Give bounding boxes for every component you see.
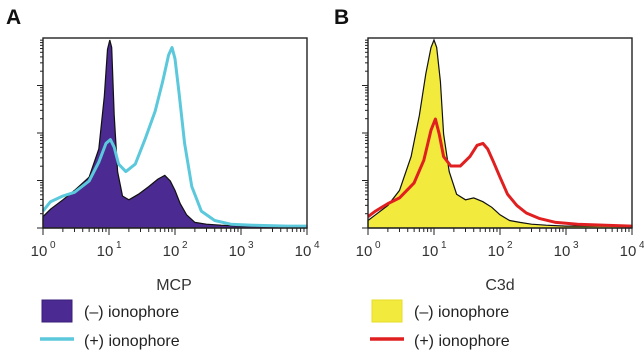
x-tick-exponent-b-3: 3 bbox=[573, 240, 579, 251]
legend-label-b-0: (–) ionophore bbox=[414, 304, 509, 321]
x-ticks-b: 10 0 10 1 10 2 10 3 10 4 bbox=[356, 39, 644, 260]
x-tick-label-b-1: 10 bbox=[422, 243, 439, 260]
plot-area-b bbox=[367, 37, 633, 229]
x-tick-exponent-b-1: 1 bbox=[441, 240, 447, 251]
legend-swatch-a-0 bbox=[41, 299, 73, 323]
x-tick-exponent-b-2: 2 bbox=[507, 240, 513, 251]
x-tick-label-b-4: 10 bbox=[620, 243, 637, 260]
x-tick-exponent-a-4: 4 bbox=[314, 240, 320, 251]
legend-item-a-1: (+) ionophore bbox=[40, 333, 180, 350]
panel-b: B 10 0 10 1 10 2 10 3 10 4 C3d (–) ionophore(+) i… bbox=[334, 6, 644, 350]
legend-label-a-0: (–) ionophore bbox=[84, 304, 179, 321]
series-b-0-area bbox=[367, 38, 633, 229]
x-tick-exponent-b-0: 0 bbox=[375, 240, 381, 251]
panel-letter-b: B bbox=[334, 6, 349, 29]
x-tick-label-a-1: 10 bbox=[97, 243, 114, 260]
legend-item-a-0: (–) ionophore bbox=[41, 299, 179, 323]
y-tick-marks-a bbox=[37, 39, 43, 229]
series-a-1-line bbox=[41, 46, 307, 228]
legend-b: (–) ionophore (+) ionophore bbox=[370, 299, 510, 350]
x-tick-marks-a bbox=[42, 228, 308, 235]
x-tick-exponent-a-0: 0 bbox=[50, 240, 56, 251]
x-tick-exponent-a-2: 2 bbox=[182, 240, 188, 251]
legend-a: (–) ionophore (+) ionophore bbox=[40, 299, 180, 350]
x-tick-exponent-a-1: 1 bbox=[116, 240, 122, 251]
legend-item-b-0: (–) ionophore bbox=[371, 299, 509, 323]
x-tick-label-a-2: 10 bbox=[163, 243, 180, 260]
x-tick-label-b-2: 10 bbox=[488, 243, 505, 260]
plot-area-a bbox=[41, 37, 308, 229]
x-tick-marks-b bbox=[367, 228, 633, 235]
legend-item-b-1: (+) ionophore bbox=[370, 333, 510, 350]
x-tick-label-a-4: 10 bbox=[295, 243, 312, 260]
series-b-1-line bbox=[367, 117, 633, 228]
x-axis-label-a: MCP bbox=[156, 277, 192, 294]
panel-a: A 10 0 10 1 10 2 10 3 10 4 MCP (–) ionophore(+) i… bbox=[6, 6, 320, 350]
x-ticks-a: 10 0 10 1 10 2 10 3 10 4 bbox=[31, 39, 320, 260]
legend-label-a-1: (+) ionophore bbox=[84, 333, 180, 350]
legend-swatch-b-0 bbox=[371, 299, 403, 323]
x-tick-label-b-3: 10 bbox=[554, 243, 571, 260]
x-tick-label-b-0: 10 bbox=[356, 243, 373, 260]
x-tick-exponent-a-3: 3 bbox=[248, 240, 254, 251]
x-tick-label-a-0: 10 bbox=[31, 243, 48, 260]
x-tick-label-a-3: 10 bbox=[229, 243, 246, 260]
legend-label-b-1: (+) ionophore bbox=[414, 333, 510, 350]
x-tick-exponent-b-4: 4 bbox=[639, 240, 644, 251]
panel-letter-a: A bbox=[6, 6, 21, 29]
x-axis-label-b: C3d bbox=[485, 277, 514, 294]
y-tick-marks-b bbox=[362, 39, 368, 229]
